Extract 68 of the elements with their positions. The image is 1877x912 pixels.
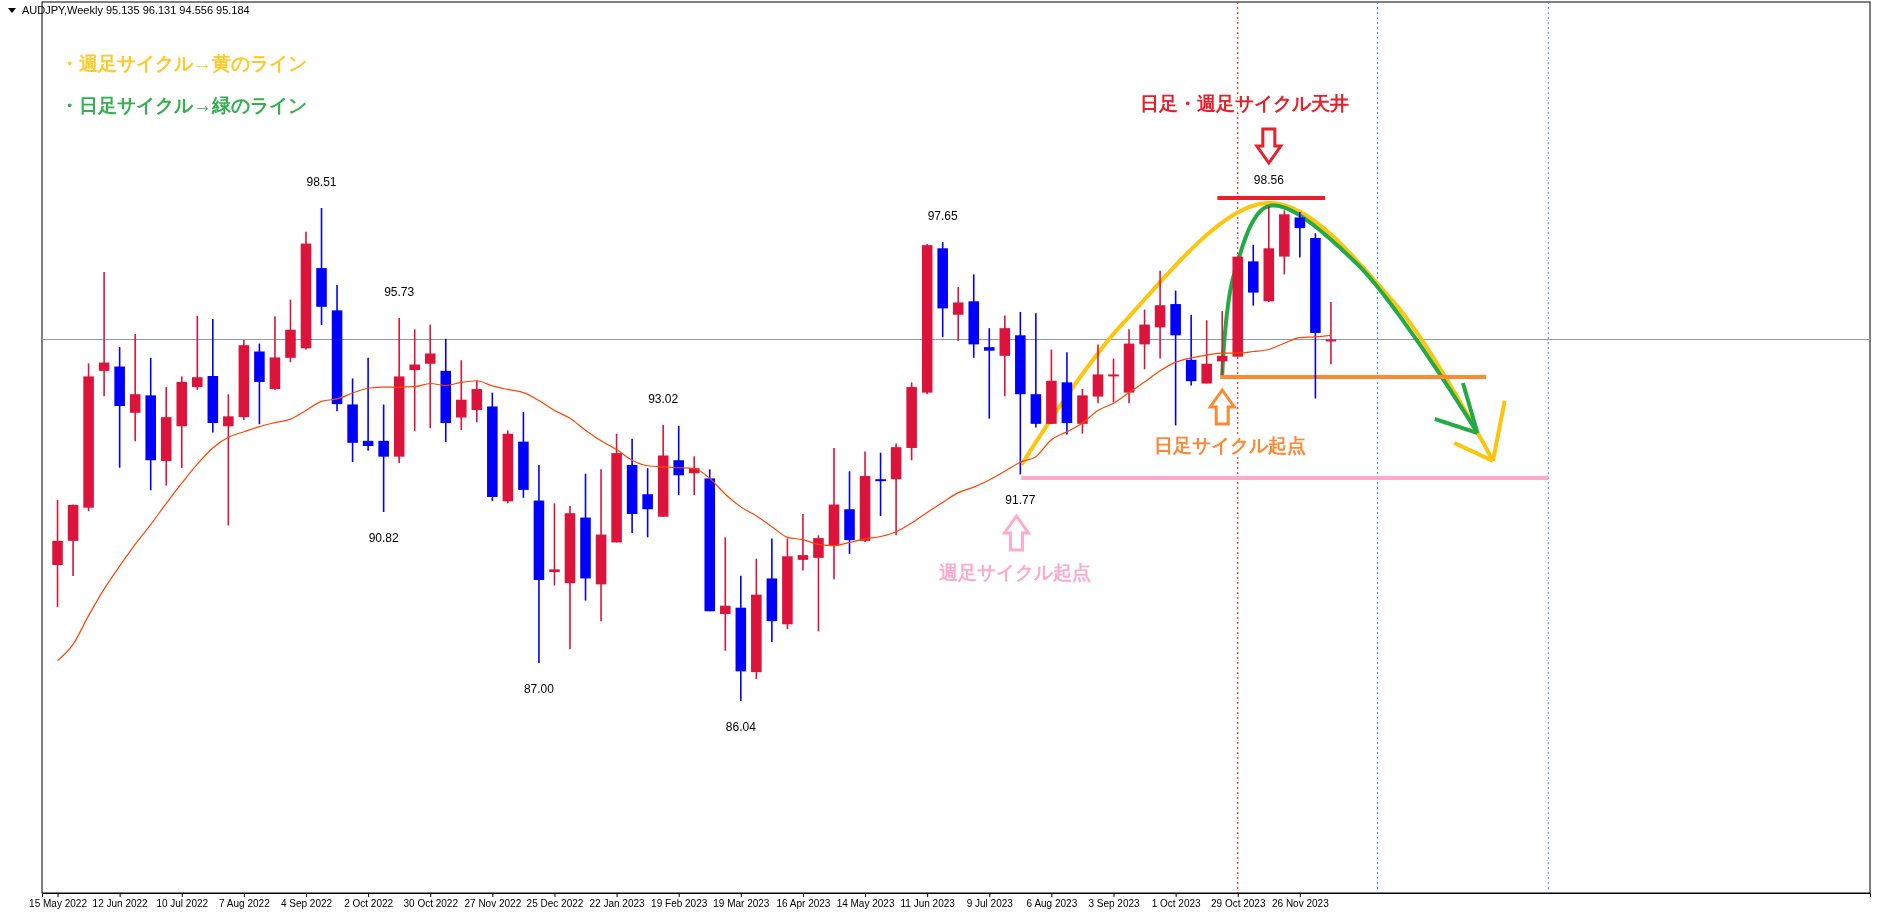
x-tick-label: 19 Feb 2023 <box>651 898 708 910</box>
annotation: 90.82 <box>368 531 399 546</box>
x-tick-label: 29 Oct 2023 <box>1211 898 1266 910</box>
x-tick-label: 3 Sep 2023 <box>1088 898 1141 910</box>
candlestick <box>83 362 94 513</box>
annotation: 87.00 <box>523 682 555 697</box>
x-tick-label: 26 Nov 2023 <box>1272 898 1330 910</box>
annotation: 93.02 <box>648 392 679 407</box>
x-tick-label: 2 Oct 2022 <box>344 898 394 910</box>
candlestick <box>642 467 653 539</box>
candlestick <box>223 393 234 527</box>
candlestick <box>347 377 358 463</box>
candlestick <box>937 241 948 339</box>
candlestick <box>875 451 886 517</box>
x-tick-label: 10 Jul 2022 <box>156 898 209 910</box>
x-tick-label: 9 Jul 2023 <box>966 898 1014 910</box>
x-tick-label: 14 May 2023 <box>836 898 895 910</box>
x-tick-label: 22 Jan 2023 <box>589 898 646 910</box>
annotation: 日足サイクル起点 <box>1153 435 1306 456</box>
annotation: 91.77 <box>1005 493 1036 508</box>
candlestick <box>1279 209 1290 276</box>
annotation: 週足サイクル起点 <box>938 562 1092 583</box>
candlestick <box>424 323 436 429</box>
candlestick <box>1108 357 1119 404</box>
candlestick <box>751 557 762 681</box>
x-tick-label: 16 Apr 2023 <box>776 898 831 910</box>
annotation: 98.51 <box>306 174 337 189</box>
annotation: 97.65 <box>927 208 959 223</box>
candlestick <box>1139 308 1150 371</box>
x-tick-label: 11 Jun 2023 <box>900 898 956 910</box>
candlestick <box>844 470 855 555</box>
candlestick <box>782 537 793 630</box>
candlestick <box>254 342 265 426</box>
candlestick <box>316 207 327 326</box>
chart-title: AUDJPY,Weekly 95.135 96.131 94.556 95.184 <box>22 4 250 16</box>
x-tick-label: 4 Sep 2022 <box>280 898 333 910</box>
text: ・週足サイクル→黄のライン <box>60 53 307 74</box>
candlestick <box>1046 348 1057 425</box>
candlestick <box>518 411 529 499</box>
x-tick-label: 1 Oct 2023 <box>1151 898 1202 910</box>
x-tick-label: 30 Oct 2022 <box>403 898 459 910</box>
candlestick <box>906 381 917 462</box>
x-tick-label: 15 May 2022 <box>29 898 88 910</box>
candlestick <box>1170 289 1181 427</box>
annotation: 98.56 <box>1253 173 1285 187</box>
candlestick <box>378 403 389 513</box>
text: ・日足サイクル→緑のライン <box>60 95 307 116</box>
candlestick <box>285 298 296 363</box>
candlestick <box>580 472 591 602</box>
annotation: 95.73 <box>384 284 415 299</box>
candlestick <box>984 327 995 420</box>
x-tick-label: 12 Jun 2022 <box>92 898 149 910</box>
candlestick <box>1310 232 1321 400</box>
candlestick <box>611 432 622 544</box>
x-tick-label: 25 Dec 2022 <box>526 898 584 910</box>
candlestick <box>1015 311 1026 476</box>
x-tick-label: 6 Aug 2023 <box>1026 898 1078 910</box>
candlestick <box>1201 319 1212 385</box>
candlestick <box>487 391 498 502</box>
candlestick <box>114 346 125 469</box>
x-tick-label: 27 Nov 2022 <box>464 898 522 910</box>
x-tick-label: 19 Mar 2023 <box>713 898 770 910</box>
candlestick <box>1077 388 1088 435</box>
x-tick-label: 7 Aug 2022 <box>219 898 271 910</box>
candlestick <box>52 498 63 608</box>
text: 日足・週足サイクル天井 <box>1140 93 1350 114</box>
annotation: 86.04 <box>725 720 757 734</box>
candlestick <box>549 502 560 587</box>
